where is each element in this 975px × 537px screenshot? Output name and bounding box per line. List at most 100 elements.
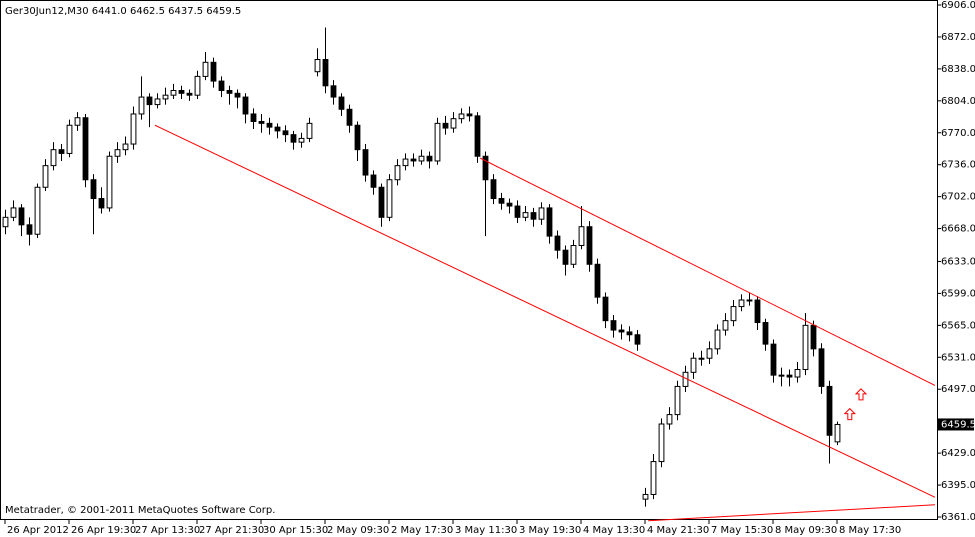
x-tick-label: 4 May 13:30	[583, 525, 645, 536]
up-arrow	[854, 388, 868, 401]
candle-body	[530, 212, 537, 220]
candle-body	[642, 493, 649, 500]
y-tick-label: 6736.0	[941, 160, 975, 171]
candle-body	[410, 158, 417, 162]
candle-body	[226, 89, 233, 94]
candle-body	[90, 179, 97, 200]
x-tick-label: 27 Apr 13:30	[135, 525, 200, 536]
chart-header: Ger30Jun12,M30 6441.0 6462.5 6437.5 6459…	[5, 6, 241, 17]
y-tick-label: 6906.0	[941, 0, 975, 11]
candle-body	[826, 385, 833, 436]
candle-body	[674, 385, 681, 416]
candle-body	[618, 329, 625, 333]
x-tick-label: 8 May 17:30	[839, 525, 901, 536]
candle-body	[146, 96, 153, 106]
candle-body	[322, 58, 329, 87]
y-tick-label: 6668.0	[941, 224, 975, 235]
candle-body	[338, 96, 345, 110]
candle-body	[98, 198, 105, 209]
candle-body	[74, 117, 81, 126]
candle-body	[122, 143, 129, 151]
y-tick-label: 6702.0	[941, 192, 975, 203]
x-tick-label: 3 May 11:30	[455, 525, 517, 536]
candle-body	[818, 348, 825, 387]
candle-body	[594, 263, 601, 298]
y-tick-label: 6804.0	[941, 96, 975, 107]
candle-body	[434, 122, 441, 162]
x-tick-label: 27 Apr 21:30	[199, 525, 264, 536]
candle-body	[346, 108, 353, 126]
candle-body	[234, 92, 241, 98]
trendline	[648, 504, 936, 522]
candle-body	[754, 299, 761, 324]
candle-body	[802, 324, 809, 371]
candle-body	[242, 96, 249, 115]
candle-body	[178, 89, 185, 94]
candle-body	[354, 124, 361, 151]
x-tick-label: 7 May 15:30	[711, 525, 773, 536]
candle-body	[114, 149, 121, 157]
candle-body	[290, 134, 297, 143]
candle-body	[698, 357, 705, 360]
candle-body	[298, 137, 305, 143]
candle-body	[282, 130, 289, 136]
candle-body	[442, 122, 449, 129]
price-tag	[938, 418, 974, 431]
candle-body	[162, 94, 169, 100]
candle-body	[258, 120, 265, 124]
x-tick-label: 30 Apr 15:30	[263, 525, 328, 536]
candle-body	[274, 126, 281, 132]
x-tick-label: 3 May 19:30	[519, 525, 581, 536]
candle-body	[514, 205, 521, 218]
candle-body	[506, 202, 513, 207]
candle-body	[730, 306, 737, 322]
candle-body	[2, 216, 9, 228]
plot-frame	[0, 0, 938, 520]
candle-body	[186, 92, 193, 96]
up-arrow	[843, 407, 857, 421]
candle-body	[106, 155, 113, 209]
candle-body	[762, 322, 769, 345]
candle-body	[34, 186, 41, 235]
candle-body	[634, 334, 641, 345]
candle-body	[394, 165, 401, 181]
candle-body	[474, 115, 481, 157]
candle-body	[138, 96, 145, 115]
x-tick-label: 2 May 17:30	[391, 525, 453, 536]
y-tick-label: 6565.0	[941, 320, 975, 331]
candle-body	[402, 158, 409, 167]
candle-body	[522, 212, 529, 218]
candle-body	[362, 149, 369, 176]
candle-body	[770, 343, 777, 376]
candle-body	[330, 85, 337, 98]
y-tick-label: 6429.0	[941, 448, 975, 459]
copyright: Metatrader, © 2001-2011 MetaQuotes Softw…	[5, 505, 275, 516]
candle-body	[690, 357, 697, 373]
candle-body	[50, 149, 57, 167]
candle-body	[626, 331, 633, 336]
candle-body	[722, 320, 729, 331]
candle-body	[26, 224, 33, 235]
candle-body	[466, 113, 473, 117]
candle-body	[586, 226, 593, 265]
candle-body	[130, 113, 137, 145]
trendline	[479, 157, 936, 386]
candle-body	[610, 320, 617, 331]
candle-body	[210, 61, 217, 82]
candle-body	[554, 235, 561, 251]
y-tick-label: 6599.0	[941, 288, 975, 299]
candle-body	[538, 207, 545, 220]
candle-body	[418, 155, 425, 162]
x-tick-label: 4 May 21:30	[647, 525, 709, 536]
candle-body	[386, 179, 393, 218]
y-tick-label: 6770.0	[941, 128, 975, 139]
candle-body	[250, 113, 257, 122]
candle-body	[218, 80, 225, 91]
x-tick-label: 26 Apr 19:30	[71, 525, 136, 536]
candle-body	[786, 374, 793, 378]
candle-body	[834, 423, 841, 443]
candle-body	[546, 207, 553, 237]
x-tick-label: 8 May 09:30	[775, 525, 837, 536]
candle-body	[738, 299, 745, 308]
